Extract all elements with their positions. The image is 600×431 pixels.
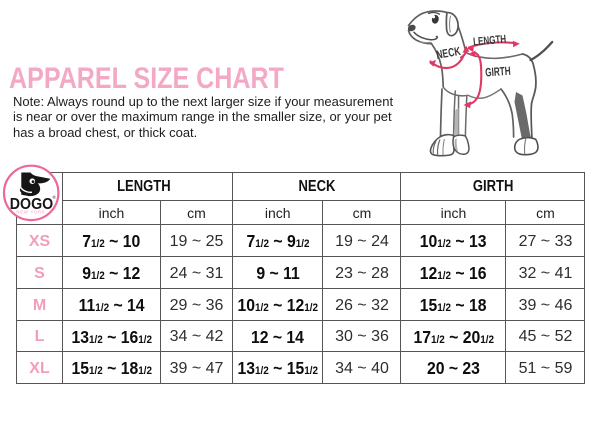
svg-text:NECK: NECK: [435, 44, 462, 62]
svg-text:GIRTH: GIRTH: [485, 64, 511, 80]
svg-text:NEW YORK: NEW YORK: [16, 210, 45, 215]
svg-text:®: ®: [53, 194, 57, 200]
svg-text:DOGO: DOGO: [10, 196, 54, 213]
svg-text:LENGTH: LENGTH: [473, 34, 507, 49]
